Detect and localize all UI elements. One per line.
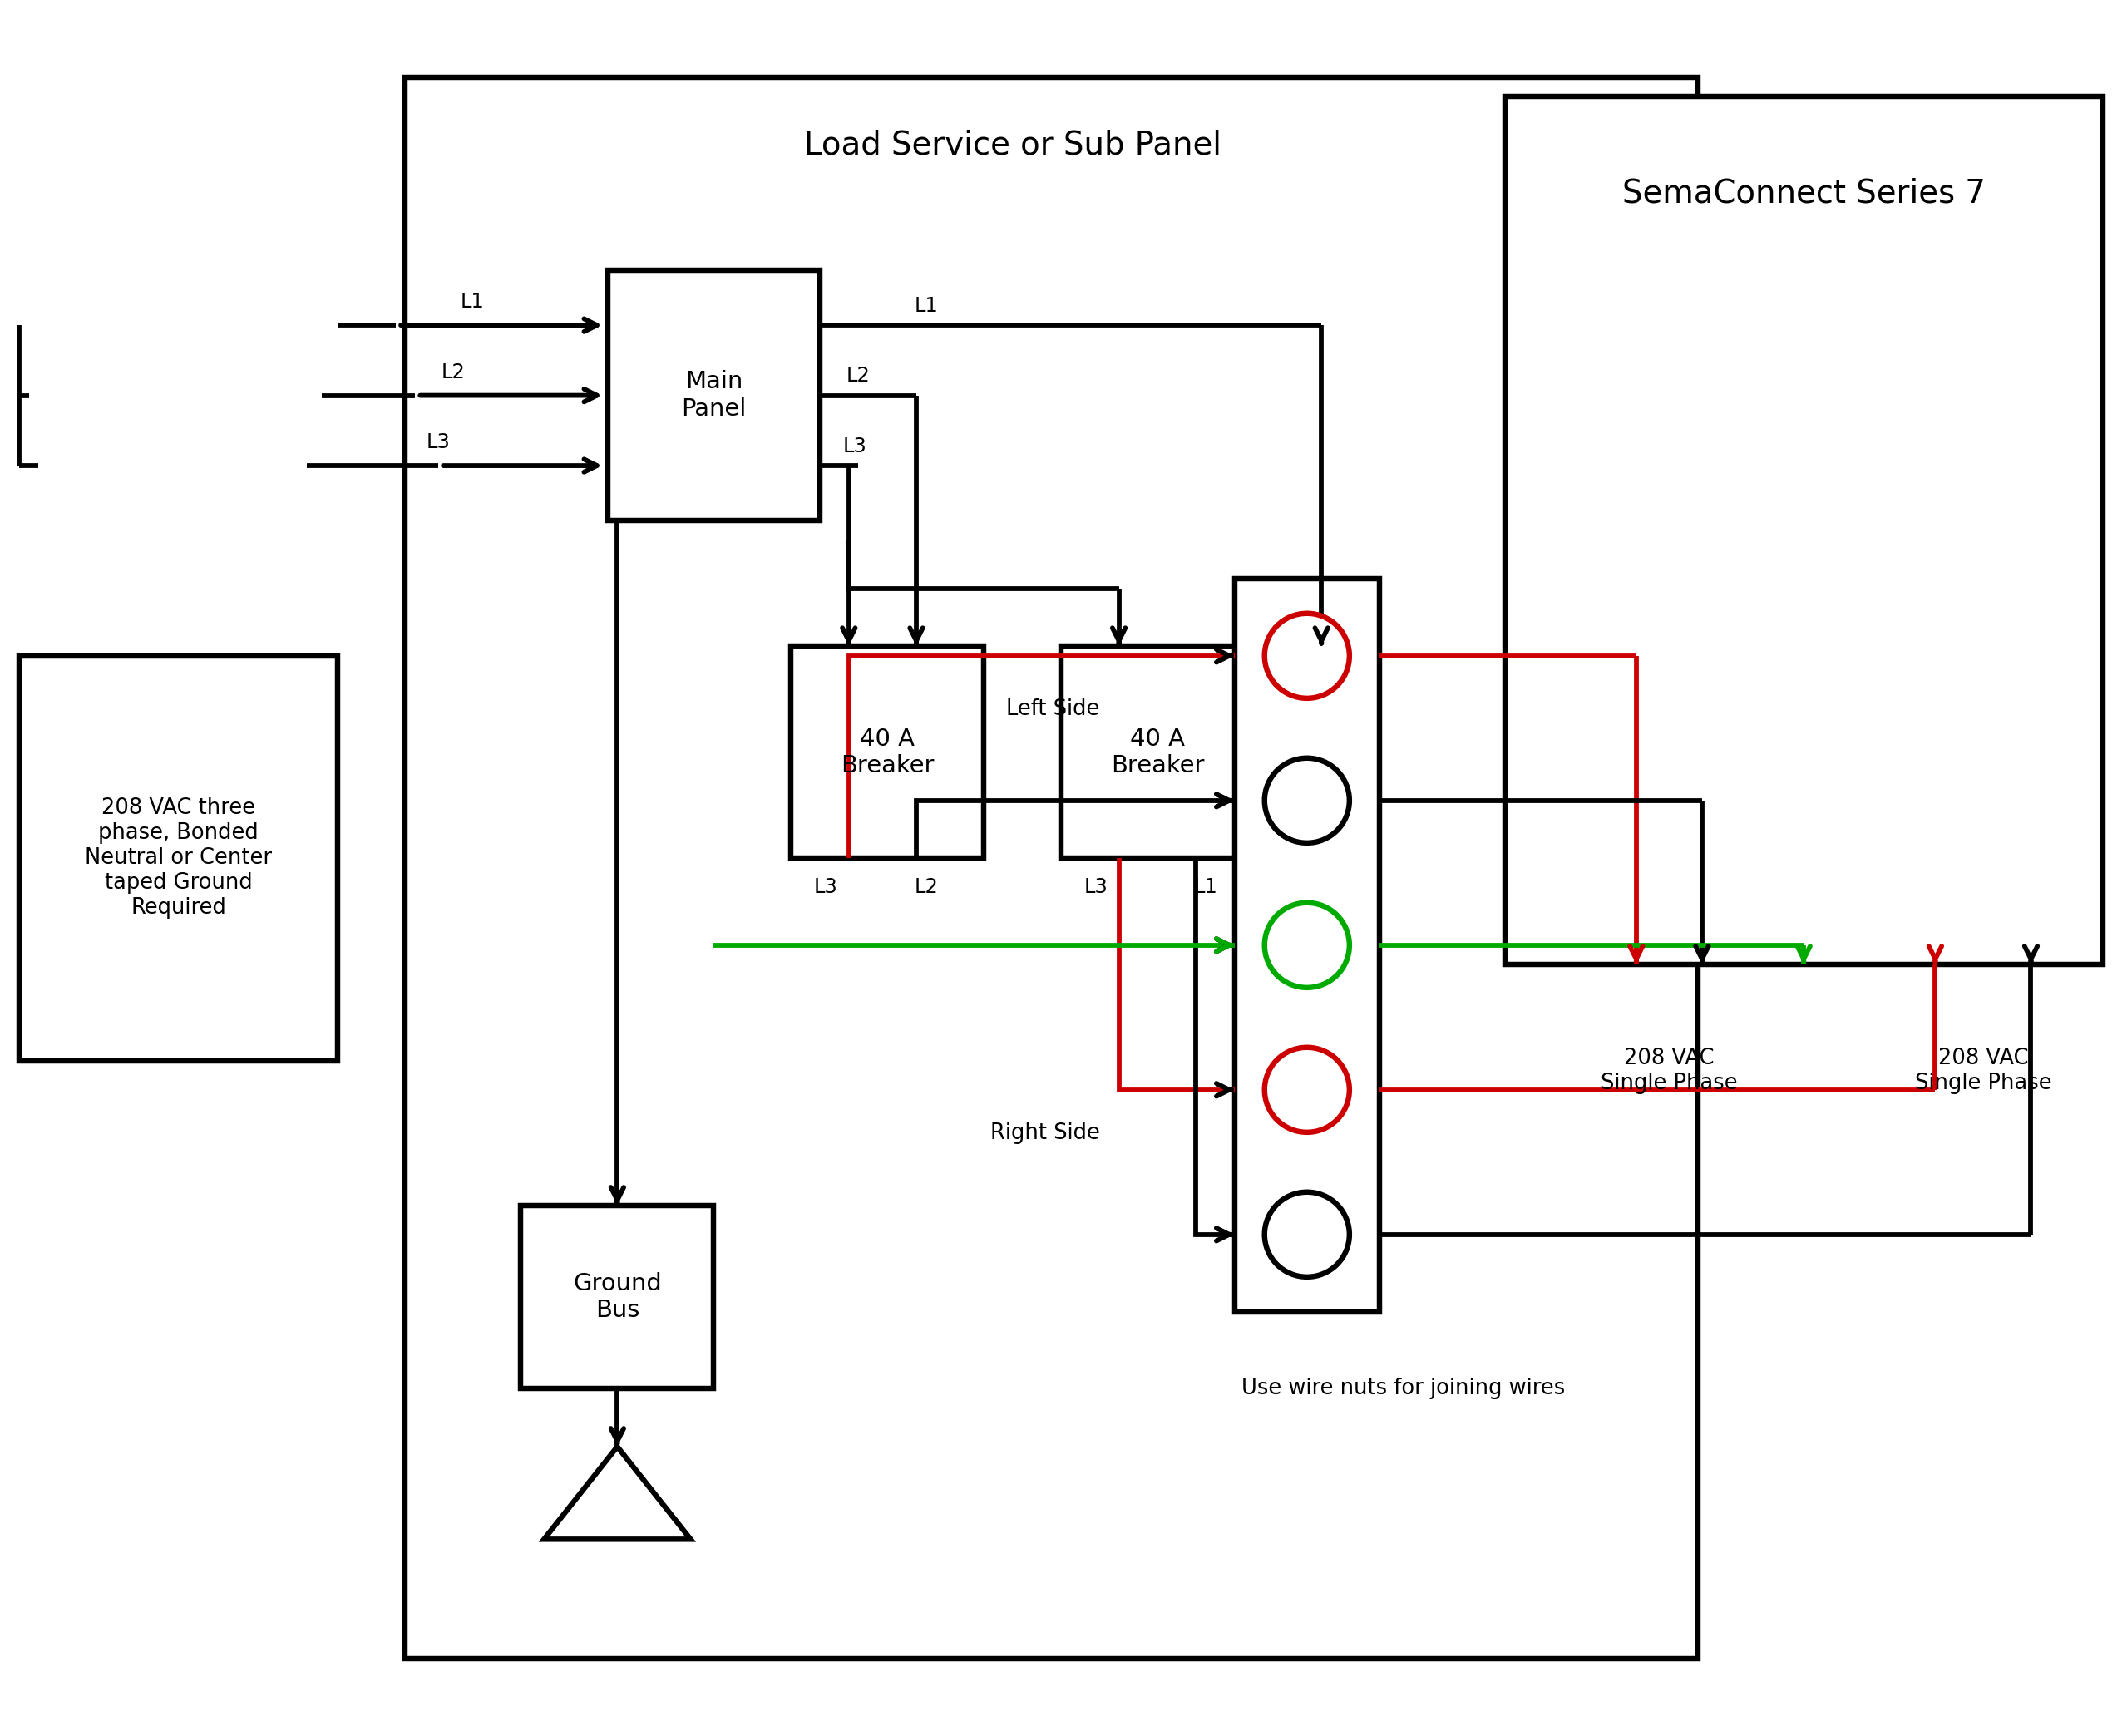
Circle shape xyxy=(1265,1193,1350,1278)
Text: 208 VAC three
phase, Bonded
Neutral or Center
taped Ground
Required: 208 VAC three phase, Bonded Neutral or C… xyxy=(85,797,272,918)
Text: L3: L3 xyxy=(842,436,866,457)
Bar xyxy=(520,1205,713,1389)
Text: L3: L3 xyxy=(813,877,838,898)
Circle shape xyxy=(1265,1047,1350,1132)
Text: 40 A
Breaker: 40 A Breaker xyxy=(1110,727,1203,778)
Bar xyxy=(19,656,337,1061)
Bar xyxy=(405,76,1698,1660)
Bar xyxy=(607,271,819,521)
Text: 40 A
Breaker: 40 A Breaker xyxy=(840,727,934,778)
Text: L1: L1 xyxy=(915,295,938,316)
Text: Load Service or Sub Panel: Load Service or Sub Panel xyxy=(804,128,1222,160)
Text: L3: L3 xyxy=(427,432,450,453)
Bar xyxy=(1504,97,2103,965)
Circle shape xyxy=(1265,903,1350,988)
Circle shape xyxy=(1265,759,1350,844)
Text: 208 VAC
Single Phase: 208 VAC Single Phase xyxy=(1914,1047,2052,1094)
Text: Right Side: Right Side xyxy=(991,1123,1099,1144)
Text: L1: L1 xyxy=(460,292,484,312)
Text: L2: L2 xyxy=(847,366,870,385)
Text: L2: L2 xyxy=(441,363,465,382)
Text: Left Side: Left Side xyxy=(1006,698,1099,720)
Text: SemaConnect Series 7: SemaConnect Series 7 xyxy=(1621,177,1986,208)
Text: L2: L2 xyxy=(915,877,938,898)
Text: 208 VAC
Single Phase: 208 VAC Single Phase xyxy=(1600,1047,1738,1094)
Text: L1: L1 xyxy=(1195,877,1218,898)
Bar xyxy=(1235,578,1379,1312)
Circle shape xyxy=(1265,613,1350,698)
Bar xyxy=(1061,646,1254,858)
Bar xyxy=(792,646,985,858)
Text: Main
Panel: Main Panel xyxy=(681,370,747,420)
Text: Ground
Bus: Ground Bus xyxy=(573,1272,662,1323)
Text: L3: L3 xyxy=(1084,877,1108,898)
Text: Use wire nuts for joining wires: Use wire nuts for joining wires xyxy=(1241,1378,1566,1399)
